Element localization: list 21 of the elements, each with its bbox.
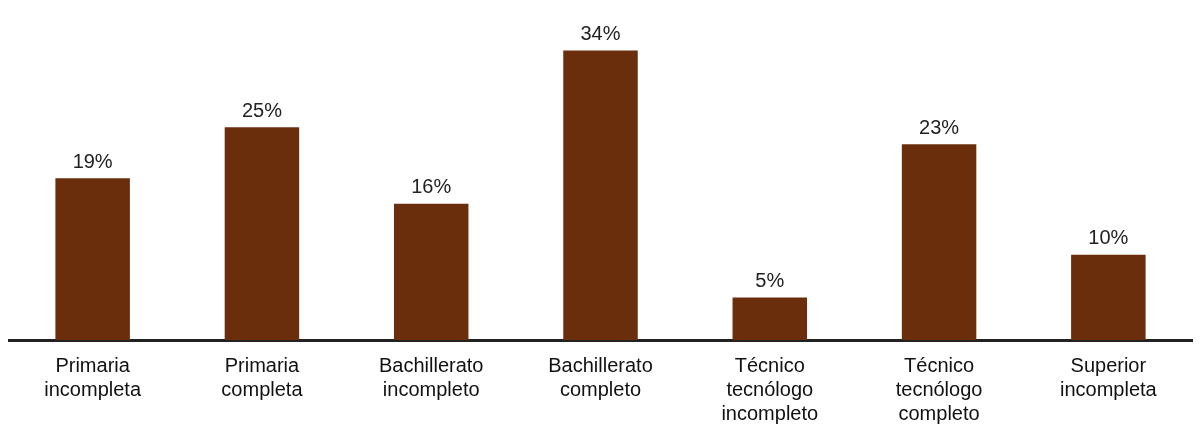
bar	[732, 297, 808, 340]
data-label: 25%	[241, 98, 283, 121]
x-tick-label: Primaria incompleta	[44, 353, 142, 400]
bar	[901, 144, 977, 340]
data-label: 34%	[580, 22, 621, 45]
data-label: 5%	[755, 268, 785, 291]
data-label: 23%	[919, 115, 960, 138]
bar	[1071, 254, 1146, 340]
data-label: 16%	[411, 175, 452, 198]
x-tick-label: Primaria completa	[221, 353, 304, 400]
x-tick-label: Técnico tecnólogo completo	[895, 353, 983, 424]
x-tick-label: Bachillerato incompleto	[378, 353, 484, 400]
bar	[55, 178, 130, 340]
x-tick-label: Técnico tecnólogo incompleto	[721, 353, 819, 424]
x-tick-label: Superior incompleta	[1060, 353, 1158, 400]
data-label: 10%	[1088, 226, 1129, 249]
data-label: 19%	[72, 149, 113, 172]
bar	[563, 50, 638, 340]
bar	[224, 127, 300, 340]
bar	[393, 203, 469, 340]
x-tick-label: Bachillerato completo	[548, 353, 653, 400]
